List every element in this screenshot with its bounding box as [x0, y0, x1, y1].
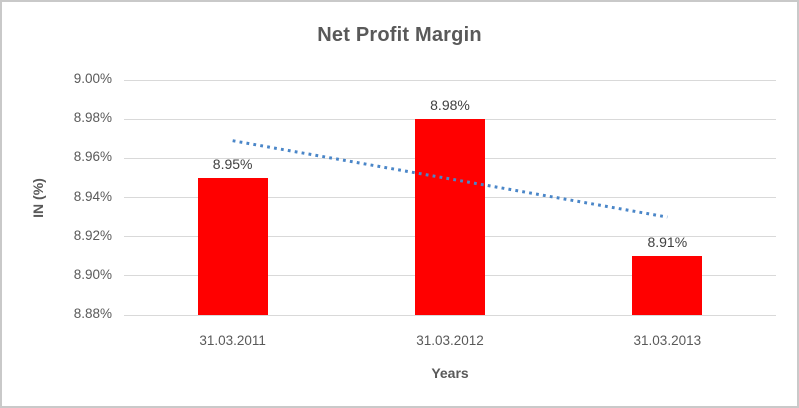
bar-31.03.2011 — [197, 177, 268, 315]
bar-31.03.2012 — [415, 119, 485, 315]
x-axis-title: Years — [431, 365, 469, 381]
data-label: 8.91% — [647, 234, 688, 251]
y-tick-label: 8.88% — [73, 306, 112, 321]
x-tick-label: 31.03.2011 — [199, 333, 266, 348]
y-tick-label: 8.94% — [73, 188, 112, 204]
plot-area: 8.95% 8.98% 8.91% — [124, 79, 776, 316]
y-tick-label: 9.00% — [73, 71, 112, 86]
gridline — [124, 118, 776, 120]
chart-title: Net Profit Margin — [317, 24, 482, 46]
data-label: 8.98% — [430, 97, 470, 114]
x-tick-label: 31.03.2013 — [633, 333, 702, 348]
bar-31.03.2013 — [632, 256, 703, 315]
y-tick-label: 8.90% — [73, 266, 112, 282]
gridline — [124, 79, 776, 81]
trendline-layer — [232, 139, 668, 219]
x-tick-label: 31.03.2012 — [416, 333, 484, 348]
gridline — [124, 314, 776, 316]
data-label: 8.95% — [212, 155, 253, 172]
trendline — [232, 139, 668, 219]
y-tick-label: 8.92% — [73, 227, 112, 243]
y-tick-label: 8.96% — [73, 149, 112, 165]
y-tick-label: 8.98% — [73, 110, 112, 126]
